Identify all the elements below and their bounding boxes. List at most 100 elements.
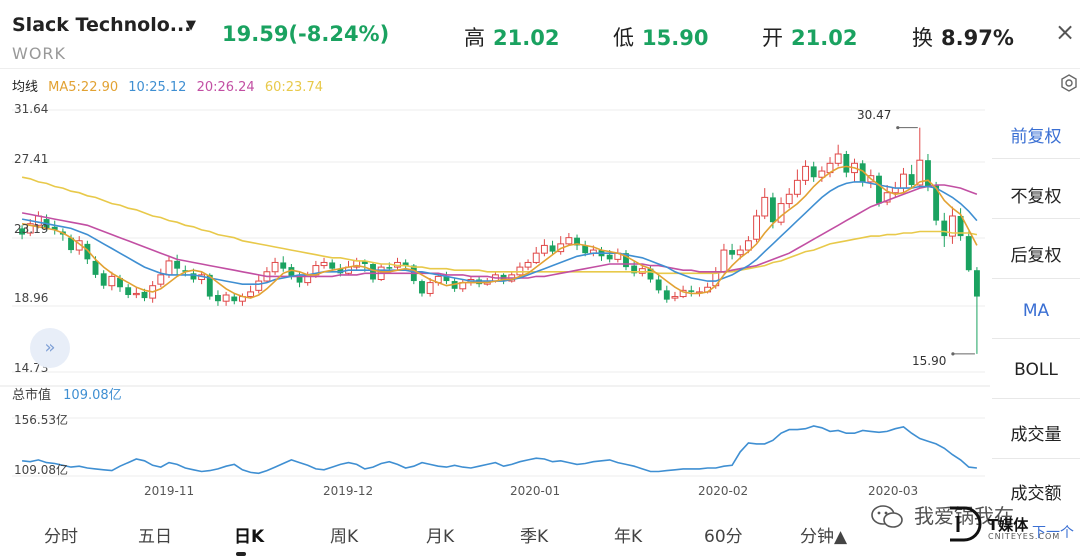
low-label: 低 <box>613 26 634 50</box>
candle-body-up <box>638 268 646 274</box>
candle-body-up <box>26 223 34 234</box>
candle-body-up <box>834 153 842 164</box>
ma10-value: 10:25.12 <box>128 80 187 95</box>
low-value: 15.90 <box>642 26 709 50</box>
low-marker-dot <box>951 352 955 356</box>
candle-body-down <box>688 290 695 292</box>
candle-body-down <box>141 291 148 299</box>
side-item-boll[interactable]: BOLL <box>1014 360 1058 380</box>
tab-intraday[interactable]: 分时 <box>44 527 78 547</box>
candle-body-up <box>883 192 891 203</box>
candle-body-down <box>174 260 181 269</box>
high-marker-label: 30.47 <box>857 108 892 122</box>
candle-body-up <box>761 196 769 217</box>
price-tick: 27.41 <box>14 152 49 166</box>
ma-legend-title: 均线 <box>12 80 39 95</box>
ma5-value: MA5:22.90 <box>48 80 119 95</box>
tab-monthly-k[interactable]: 月K <box>426 527 455 547</box>
candle-body-down <box>941 220 948 237</box>
tab-quarterly-k[interactable]: 季K <box>520 527 549 547</box>
candle-body-up <box>679 289 687 298</box>
candle-body-down <box>329 262 336 269</box>
candle-body-down <box>280 262 287 269</box>
tab-weekly-k[interactable]: 周K <box>330 527 359 547</box>
ma-legend: 均线 MA5:22.90 10:25.12 20:26.24 60:23.74 <box>12 76 329 95</box>
candle-body-down <box>215 294 221 302</box>
candle-body-down <box>925 160 931 187</box>
candle-body-up <box>720 249 728 273</box>
candle-body-down <box>973 270 980 297</box>
tab-yearly-k[interactable]: 年K <box>614 527 643 547</box>
candle-body-down <box>100 273 107 286</box>
stock-code: WORK <box>12 44 67 63</box>
ma10-line <box>21 181 978 285</box>
side-divider <box>992 458 1080 459</box>
ma5-line <box>21 165 978 299</box>
open-label: 开 <box>762 26 783 50</box>
quote-header: Slack Technolo... ▼ WORK 19.59(-8.24%) 高… <box>0 0 1080 70</box>
watermark-url: CNITEYES.COM <box>988 532 1061 541</box>
candle-body-up <box>532 252 540 263</box>
side-item-unadjusted[interactable]: 不复权 <box>1010 187 1062 207</box>
side-item-backward-adjusted[interactable]: 后复权 <box>1010 246 1062 266</box>
candle-body-up <box>157 274 165 285</box>
ma20-line <box>21 184 978 279</box>
candle-body-up <box>426 282 434 294</box>
price-change: 19.59(-8.24%) <box>222 22 390 46</box>
side-item-turnover-amount[interactable]: 成交额 <box>1010 484 1062 504</box>
caret-down-icon[interactable]: ▼ <box>186 18 196 33</box>
candle-body-up <box>900 173 907 189</box>
candle-body-up <box>255 280 263 291</box>
candle-body-up <box>777 203 785 223</box>
tab-60min[interactable]: 60分 <box>704 527 743 547</box>
candle-body-down <box>419 281 425 294</box>
candle-body-up <box>565 237 573 245</box>
side-divider <box>992 218 1080 219</box>
candle-body-down <box>933 184 940 221</box>
candle-body-down <box>51 226 58 230</box>
period-tabs: 分时 五日 日K 周K 月K 季K 年K 60分 分钟▲ <box>0 514 1080 559</box>
candle-body-up <box>753 215 761 240</box>
candle-body-down <box>549 245 556 252</box>
low-stat: 低 15.90 <box>613 22 708 52</box>
candle-body-up <box>793 179 801 195</box>
settings-icon[interactable] <box>1060 74 1078 92</box>
market-cap-line <box>22 425 977 475</box>
side-item-forward-adjusted[interactable]: 前复权 <box>1010 127 1062 147</box>
stock-name[interactable]: Slack Technolo... <box>12 14 192 36</box>
tab-daily-k[interactable]: 日K <box>234 527 265 547</box>
side-divider <box>992 398 1080 399</box>
tab-five-day[interactable]: 五日 <box>138 527 172 547</box>
candle-body-down <box>908 174 915 185</box>
tab-minute[interactable]: 分钟▲ <box>800 527 848 547</box>
next-link[interactable]: 下一个 <box>1032 525 1074 541</box>
close-icon[interactable]: × <box>1055 18 1076 46</box>
candle-body-down <box>402 262 409 266</box>
header-divider <box>0 68 1080 69</box>
kline-chart[interactable] <box>0 96 990 516</box>
candle-body-down <box>647 268 654 280</box>
candle-body-down <box>361 260 368 265</box>
watermark: 我爱锅我在 T媒体 CNITEYES.COM 下一个 <box>860 494 1080 554</box>
it-media-logo-icon <box>950 506 982 542</box>
side-divider <box>992 278 1080 279</box>
candle-body-down <box>19 228 26 235</box>
candle-body-down <box>386 267 393 269</box>
side-item-volume[interactable]: 成交量 <box>1010 425 1062 445</box>
side-item-ma[interactable]: MA <box>1022 301 1050 321</box>
x-tick: 2019-12 <box>323 484 374 498</box>
candle-body-down <box>92 260 99 275</box>
candle-body-up <box>165 260 173 276</box>
market-cap-title: 总市值 <box>12 388 52 403</box>
candle-body-down <box>769 197 776 223</box>
candle-body-down <box>337 268 344 274</box>
candle-body-down <box>206 274 213 297</box>
watermark-brand: T媒体 <box>988 516 1029 534</box>
candle-body-up <box>671 296 679 299</box>
high-stat: 高 21.02 <box>464 22 559 52</box>
ma60-value: 60:23.74 <box>264 80 323 95</box>
double-chevron-right-icon[interactable]: » <box>30 328 70 368</box>
candle-body-down <box>68 237 74 251</box>
candle-body-up <box>222 294 230 302</box>
candle-body-down <box>182 270 189 272</box>
